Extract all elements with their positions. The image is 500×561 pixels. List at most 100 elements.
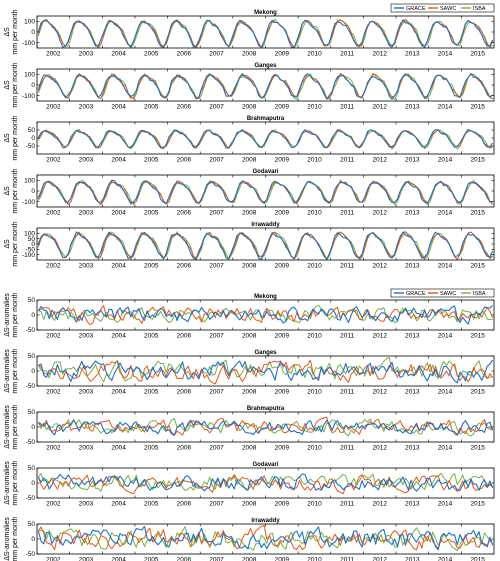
x-tick-label: 2009	[275, 445, 290, 452]
y-tick-label: 50	[28, 465, 36, 472]
y-tick-label: 0	[31, 29, 35, 36]
x-tick-label: 2007	[209, 445, 224, 452]
x-tick-label: 2014	[438, 557, 453, 561]
x-tick-label: 2004	[111, 263, 126, 270]
x-tick-label: 2003	[79, 157, 94, 164]
x-tick-label: 2002	[46, 210, 61, 217]
x-tick-label: 2005	[144, 501, 159, 508]
x-tick-label: 2006	[177, 445, 192, 452]
x-tick-label: 2008	[242, 333, 257, 340]
panels-group: Mekong -100 0 100 2002 2003 2004 2005 2006 2007 20…	[4, 3, 495, 561]
y-tick-label: 50	[28, 521, 36, 528]
legend-label-isba: ISBA	[473, 291, 486, 297]
x-tick-label: 2011	[340, 557, 354, 561]
panel-title: Ganges	[254, 63, 277, 69]
series-line-sawc	[37, 19, 494, 48]
x-tick-label: 2005	[144, 210, 159, 217]
y-tick-label: 0	[31, 536, 35, 543]
panel-title: Brahmaputra	[247, 116, 285, 122]
y-tick-label: 0	[31, 480, 35, 487]
x-tick-label: 2006	[177, 263, 192, 270]
x-tick-label: 2014	[438, 263, 453, 270]
panel-anomalies-brahmaputra: Brahmaputra -50 0 50 2002 2003 2004 2005 2006 200…	[4, 404, 495, 452]
x-tick-label: 2008	[242, 445, 257, 452]
panel-anomalies-ganges: Ganges -50 0 50 2002 2003 2004 2005 2006 2007 2008…	[4, 348, 495, 396]
y-axis-label-units: mm per month	[12, 460, 19, 505]
panel-title: Irrawaddy	[251, 518, 280, 524]
series-line-grace	[37, 19, 494, 48]
x-tick-label: 2006	[177, 210, 192, 217]
x-tick-label: 2015	[470, 557, 485, 561]
x-tick-label: 2009	[275, 51, 290, 58]
y-tick-label: 100	[24, 72, 35, 79]
x-tick-label: 2004	[111, 210, 126, 217]
x-tick-label: 2009	[275, 557, 290, 561]
x-tick-label: 2012	[373, 263, 388, 270]
x-tick-label: 2002	[46, 263, 61, 270]
y-tick-label: 50	[28, 353, 36, 360]
x-tick-label: 2006	[177, 501, 192, 508]
series-line-grace	[37, 525, 494, 551]
series-line-grace	[38, 419, 494, 436]
panel-title: Ganges	[254, 350, 277, 356]
panel-title: Brahmaputra	[247, 406, 285, 412]
x-tick-label: 2004	[111, 157, 126, 164]
x-tick-label: 2009	[275, 333, 290, 340]
x-tick-label: 2011	[340, 445, 354, 452]
x-tick-label: 2005	[144, 557, 159, 561]
series-line-isba	[37, 231, 493, 260]
series-group	[37, 179, 494, 206]
x-tick-label: 2008	[242, 501, 257, 508]
x-tick-label: 2009	[275, 501, 290, 508]
x-tick-label: 2007	[209, 263, 224, 270]
x-tick-label: 2003	[79, 389, 94, 396]
y-axis-label: ΔS	[4, 239, 11, 249]
y-tick-label: 0	[31, 82, 35, 89]
x-tick-label: 2015	[470, 51, 485, 58]
panel-title: Godavari	[252, 462, 278, 468]
x-tick-label: 2007	[209, 389, 224, 396]
x-tick-label: 2014	[438, 333, 453, 340]
y-tick-label: 50	[28, 297, 36, 304]
x-tick-label: 2013	[405, 389, 420, 396]
x-tick-label: 2009	[275, 263, 290, 270]
x-tick-label: 2014	[438, 389, 453, 396]
series-group	[37, 304, 494, 326]
legend: GRACE SAWC ISBA	[390, 288, 495, 298]
y-axis-label-units: mm per month	[12, 292, 19, 337]
series-group	[37, 231, 494, 260]
series-line-grace	[37, 473, 494, 492]
x-tick-label: 2009	[275, 157, 290, 164]
y-axis-label: ΔS	[4, 186, 11, 196]
series-line-isba	[38, 526, 493, 551]
x-tick-label: 2005	[144, 157, 159, 164]
y-tick-label: -100	[22, 199, 35, 206]
series-line-grace	[38, 359, 494, 384]
x-tick-label: 2015	[470, 157, 485, 164]
series-line-grace	[37, 231, 494, 260]
y-tick-label: -50	[26, 143, 36, 150]
x-tick-label: 2014	[438, 157, 453, 164]
x-tick-label: 2012	[373, 157, 388, 164]
x-tick-label: 2012	[373, 104, 388, 111]
x-tick-label: 2006	[177, 157, 192, 164]
y-axis-label-units: mm per month	[12, 62, 19, 107]
x-tick-label: 2010	[307, 501, 322, 508]
x-tick-label: 2010	[307, 210, 322, 217]
x-tick-label: 2003	[79, 263, 94, 270]
series-group	[37, 525, 494, 551]
y-axis-label-units: mm per month	[12, 115, 19, 160]
y-axis-label-units: mm per month	[12, 221, 19, 266]
x-tick-label: 2008	[242, 104, 257, 111]
x-tick-label: 2008	[242, 263, 257, 270]
x-tick-label: 2006	[177, 333, 192, 340]
y-tick-label: 0	[31, 368, 35, 375]
panel-anomalies-godavari: Godavari -50 0 50 2002 2003 2004 2005 2006 2007 20…	[4, 460, 495, 508]
x-tick-label: 2010	[307, 51, 322, 58]
x-tick-label: 2011	[340, 389, 354, 396]
y-tick-label: -50	[26, 383, 36, 390]
panel-title: Mekong	[254, 294, 277, 300]
x-tick-label: 2007	[209, 157, 224, 164]
y-axis-label: ΔS	[4, 27, 11, 37]
